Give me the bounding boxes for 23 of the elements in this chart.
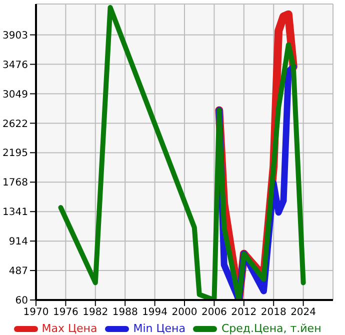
y-tick-label: 2622: [2, 118, 28, 130]
x-tick-label: 1988: [112, 307, 138, 318]
x-tick-label: 1970: [23, 307, 49, 318]
y-tick-label: 60: [15, 296, 28, 307]
y-tick-label: 3903: [2, 30, 28, 42]
y-tick-label: 1768: [2, 178, 28, 189]
legend-label: Сред.Цена, т.йен: [220, 322, 322, 335]
x-tick-label: 1982: [82, 307, 108, 318]
x-tick-label: 2006: [201, 307, 227, 318]
x-tick-label: 1994: [142, 307, 168, 318]
y-tick-label: 487: [8, 266, 28, 278]
x-tick-label: 2024: [290, 307, 316, 318]
y-tick-label: 3476: [2, 60, 28, 71]
x-tick-label: 2000: [172, 307, 198, 318]
y-tick-label: 3049: [2, 89, 28, 100]
y-tick-label: 1341: [2, 207, 28, 218]
x-tick-label: 2018: [260, 307, 286, 318]
legend-label: Max Цена: [40, 322, 98, 335]
x-tick-label: 1976: [52, 307, 78, 318]
y-tick-label: 914: [8, 236, 28, 248]
y-tick-label: 2195: [2, 148, 28, 160]
x-tick-label: 2012: [231, 307, 257, 318]
legend-label: Min Цена: [132, 322, 186, 335]
